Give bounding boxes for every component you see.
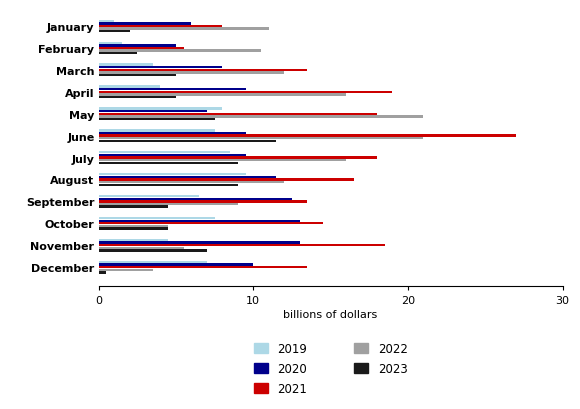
Bar [99, 266, 307, 269]
Bar [99, 160, 346, 162]
Bar [99, 26, 222, 28]
Bar [99, 70, 307, 72]
Bar [99, 201, 307, 203]
Bar [99, 173, 245, 176]
Bar [99, 225, 168, 227]
Bar [99, 108, 222, 110]
Bar [99, 72, 284, 74]
Bar [99, 182, 284, 184]
Bar [99, 154, 245, 157]
Bar [99, 196, 199, 198]
Bar [99, 20, 114, 23]
Bar [99, 116, 423, 118]
Bar [99, 43, 122, 45]
Bar [99, 261, 207, 263]
Bar [99, 239, 168, 242]
Bar [99, 152, 230, 154]
Bar [99, 29, 269, 31]
Bar [99, 133, 245, 135]
X-axis label: billions of dollars: billions of dollars [284, 310, 378, 319]
Bar [99, 91, 393, 94]
Bar [99, 222, 323, 225]
Bar [99, 130, 215, 132]
Bar [99, 242, 300, 244]
Bar [99, 228, 168, 230]
Bar [99, 94, 346, 97]
Bar [99, 179, 354, 181]
Bar [99, 111, 207, 113]
Bar [99, 23, 191, 25]
Bar [99, 269, 153, 271]
Bar [99, 245, 385, 247]
Bar [99, 31, 129, 34]
Bar [99, 67, 222, 69]
Bar [99, 50, 261, 53]
Bar [99, 217, 215, 220]
Bar [99, 264, 253, 266]
Bar [99, 135, 516, 137]
Bar [99, 140, 277, 143]
Bar [99, 53, 137, 55]
Bar [99, 220, 300, 222]
Bar [99, 86, 161, 88]
Bar [99, 97, 176, 99]
Bar [99, 45, 176, 47]
Bar [99, 162, 238, 164]
Bar [99, 89, 245, 91]
Bar [99, 119, 215, 121]
Bar [99, 176, 277, 179]
Bar [99, 113, 377, 116]
Bar [99, 198, 292, 200]
Bar [99, 250, 207, 252]
Bar [99, 64, 153, 67]
Bar [99, 206, 168, 208]
Legend: 2019, 2020, 2021, 2022, 2023: 2019, 2020, 2021, 2022, 2023 [253, 342, 408, 395]
Bar [99, 48, 184, 50]
Bar [99, 203, 238, 206]
Bar [99, 272, 106, 274]
Bar [99, 247, 184, 249]
Bar [99, 75, 176, 77]
Bar [99, 138, 423, 140]
Bar [99, 157, 377, 160]
Bar [99, 184, 238, 187]
